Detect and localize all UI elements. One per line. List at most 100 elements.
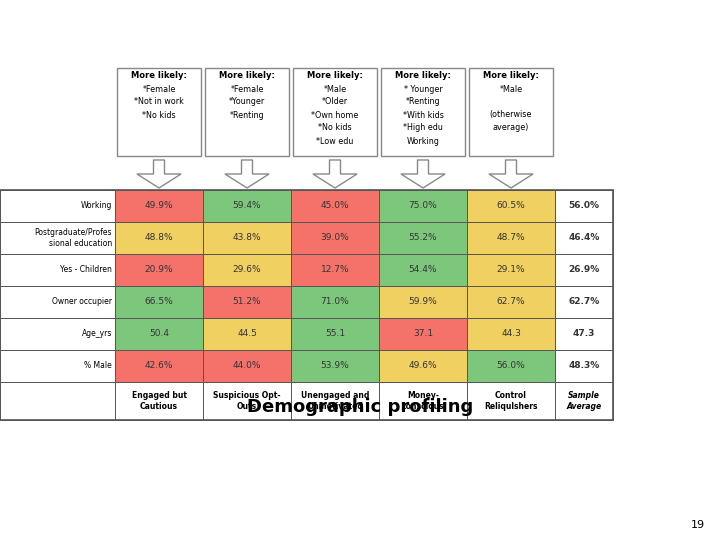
Text: % Male: % Male: [84, 361, 112, 370]
Bar: [203, 286, 291, 318]
Bar: [379, 350, 467, 382]
Polygon shape: [225, 160, 269, 188]
Text: 53.9%: 53.9%: [320, 361, 349, 370]
Text: 71.0%: 71.0%: [320, 298, 349, 307]
Bar: [291, 382, 379, 420]
Text: 19: 19: [691, 520, 705, 530]
Text: More likely:: More likely:: [307, 71, 363, 80]
Text: Engaged but
Cautious: Engaged but Cautious: [132, 392, 186, 411]
Bar: [203, 222, 291, 254]
Text: 55.1: 55.1: [325, 329, 345, 339]
Text: average): average): [492, 124, 529, 132]
Bar: [115, 286, 203, 318]
Bar: [203, 254, 291, 286]
Text: 44.5: 44.5: [237, 329, 257, 339]
Text: Unengaged and
Unmotivated: Unengaged and Unmotivated: [301, 392, 369, 411]
Bar: [381, 68, 465, 156]
Bar: [379, 318, 467, 350]
Text: 56.0%: 56.0%: [497, 361, 526, 370]
Text: *Younger: *Younger: [229, 98, 265, 106]
Text: *Renting: *Renting: [405, 98, 441, 106]
Bar: [203, 350, 291, 382]
Text: 55.2%: 55.2%: [409, 233, 437, 242]
Bar: [291, 318, 379, 350]
Text: *Renting: *Renting: [230, 111, 264, 119]
Text: *Low edu: *Low edu: [316, 137, 354, 145]
Bar: [115, 222, 203, 254]
Text: 43.8%: 43.8%: [233, 233, 261, 242]
Polygon shape: [313, 160, 357, 188]
Text: Working: Working: [407, 137, 439, 145]
Bar: [555, 318, 613, 350]
Bar: [555, 350, 613, 382]
Bar: [555, 382, 613, 420]
Text: More likely:: More likely:: [395, 71, 451, 80]
Text: Working: Working: [81, 201, 112, 211]
Text: 54.4%: 54.4%: [409, 266, 437, 274]
Text: *Female: *Female: [143, 84, 176, 93]
Bar: [115, 254, 203, 286]
Text: Demographic profiling: Demographic profiling: [247, 398, 473, 416]
Bar: [555, 286, 613, 318]
Text: *No kids: *No kids: [142, 111, 176, 119]
Bar: [293, 68, 377, 156]
Text: 66.5%: 66.5%: [145, 298, 174, 307]
Text: 59.9%: 59.9%: [409, 298, 437, 307]
Bar: [0, 190, 613, 420]
Text: 48.3%: 48.3%: [568, 361, 600, 370]
Bar: [291, 222, 379, 254]
Bar: [115, 382, 203, 420]
Bar: [467, 190, 555, 222]
Text: 20.9%: 20.9%: [145, 266, 174, 274]
Bar: [555, 254, 613, 286]
Text: 49.9%: 49.9%: [145, 201, 174, 211]
Text: 45.0%: 45.0%: [320, 201, 349, 211]
Bar: [115, 190, 203, 222]
Polygon shape: [401, 160, 445, 188]
Bar: [379, 382, 467, 420]
Text: *No kids: *No kids: [318, 124, 352, 132]
Text: 29.1%: 29.1%: [497, 266, 526, 274]
Bar: [0, 190, 115, 222]
Bar: [203, 190, 291, 222]
Polygon shape: [137, 160, 181, 188]
Text: *Not in work: *Not in work: [134, 98, 184, 106]
Text: 26.9%: 26.9%: [568, 266, 600, 274]
Text: Postgraduate/Profes
sional education: Postgraduate/Profes sional education: [35, 228, 112, 248]
Bar: [467, 254, 555, 286]
Text: *High edu: *High edu: [403, 124, 443, 132]
Text: Control
Reliqulshers: Control Reliqulshers: [485, 392, 538, 411]
Text: More likely:: More likely:: [219, 71, 275, 80]
Text: 12.7%: 12.7%: [320, 266, 349, 274]
Text: 48.7%: 48.7%: [497, 233, 526, 242]
Text: 49.6%: 49.6%: [409, 361, 437, 370]
Bar: [379, 222, 467, 254]
Text: *Male: *Male: [500, 84, 523, 93]
Text: 39.0%: 39.0%: [320, 233, 349, 242]
Text: 60.5%: 60.5%: [497, 201, 526, 211]
Bar: [467, 318, 555, 350]
Bar: [205, 68, 289, 156]
Bar: [467, 382, 555, 420]
Text: Money-
conscious: Money- conscious: [402, 392, 444, 411]
Text: *Male: *Male: [323, 84, 346, 93]
Text: 50.4: 50.4: [149, 329, 169, 339]
Text: 62.7%: 62.7%: [568, 298, 600, 307]
Bar: [0, 318, 115, 350]
Bar: [115, 318, 203, 350]
Text: 59.4%: 59.4%: [233, 201, 261, 211]
Bar: [115, 350, 203, 382]
Bar: [291, 190, 379, 222]
Text: * Younger: * Younger: [404, 84, 442, 93]
Bar: [379, 254, 467, 286]
Text: Suspicious Opt-
Outs: Suspicious Opt- Outs: [213, 392, 281, 411]
Bar: [0, 382, 115, 420]
Bar: [203, 318, 291, 350]
Text: 75.0%: 75.0%: [409, 201, 437, 211]
Text: 51.2%: 51.2%: [233, 298, 261, 307]
Text: *Older: *Older: [322, 98, 348, 106]
Text: Owner occupier: Owner occupier: [52, 298, 112, 307]
Text: Age_yrs: Age_yrs: [81, 329, 112, 339]
Bar: [467, 350, 555, 382]
Text: More likely:: More likely:: [483, 71, 539, 80]
